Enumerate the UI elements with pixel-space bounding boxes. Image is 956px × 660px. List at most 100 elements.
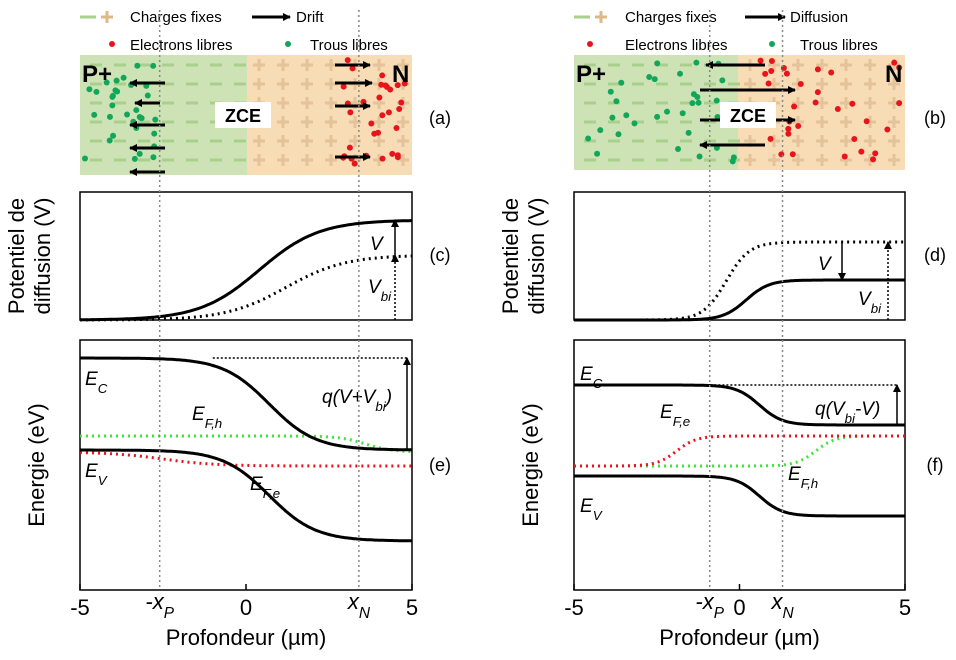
x-tick-label: xN bbox=[347, 589, 371, 622]
legend-text: Charges fixes bbox=[625, 9, 717, 26]
fermi-electron bbox=[574, 434, 905, 468]
electron bbox=[360, 98, 367, 105]
hole bbox=[113, 77, 120, 84]
subscript: V bbox=[593, 508, 603, 523]
electron bbox=[379, 72, 386, 79]
hole bbox=[91, 111, 98, 118]
x-tick-label: -xP bbox=[695, 589, 724, 622]
electron bbox=[346, 144, 353, 151]
hole bbox=[82, 155, 89, 162]
text-part: E bbox=[85, 461, 98, 482]
electron bbox=[768, 57, 775, 64]
hole bbox=[585, 135, 592, 142]
subscript: F,e bbox=[263, 486, 281, 501]
electron bbox=[393, 124, 400, 131]
fixed-charge bbox=[888, 116, 900, 128]
electron bbox=[870, 156, 877, 163]
fixed-charge bbox=[277, 154, 289, 166]
fixed-charge bbox=[277, 135, 289, 147]
electron bbox=[789, 151, 796, 158]
text-part: E bbox=[192, 404, 205, 425]
hole bbox=[93, 88, 100, 95]
electron bbox=[767, 135, 774, 142]
subscript: C bbox=[593, 376, 603, 391]
electron bbox=[389, 150, 396, 157]
fermi-hole bbox=[80, 434, 412, 453]
fixed-charge bbox=[792, 97, 804, 109]
hole bbox=[112, 87, 119, 94]
subscript: N bbox=[782, 605, 794, 622]
electron bbox=[783, 70, 790, 77]
electron bbox=[375, 129, 382, 136]
text-part: x bbox=[347, 589, 360, 614]
fixed-charge bbox=[840, 59, 852, 71]
fixed-charge bbox=[397, 135, 409, 147]
electron bbox=[398, 99, 405, 106]
electron bbox=[863, 118, 870, 125]
axes-frame bbox=[79, 191, 413, 321]
fixed-charge bbox=[792, 154, 804, 166]
fixed-charge bbox=[840, 78, 852, 90]
region-label: P+ bbox=[82, 61, 112, 88]
electron bbox=[797, 81, 804, 88]
fixed-charge bbox=[277, 116, 289, 128]
hole bbox=[713, 97, 720, 104]
y-axis-label: Potentiel dediffusion (V) bbox=[498, 198, 549, 315]
fixed-charge bbox=[744, 78, 756, 90]
legend-electron bbox=[587, 41, 593, 47]
energy-label: EC bbox=[85, 369, 108, 396]
hole bbox=[623, 112, 630, 119]
fixed-charge bbox=[325, 154, 337, 166]
fixed-charge bbox=[864, 135, 876, 147]
legend-text: Drift bbox=[296, 9, 324, 26]
electron bbox=[340, 83, 347, 90]
electron bbox=[858, 148, 865, 155]
energy-label: EF,e bbox=[250, 474, 280, 501]
axes-frame bbox=[573, 191, 906, 321]
subscript: bi bbox=[375, 399, 386, 414]
electron bbox=[401, 80, 408, 87]
subscript: F,h bbox=[801, 476, 819, 491]
x-tick-label: -xP bbox=[145, 589, 174, 622]
electron bbox=[344, 57, 351, 64]
fixed-charge bbox=[373, 116, 385, 128]
electron bbox=[896, 64, 903, 71]
energy-label: EC bbox=[580, 364, 603, 391]
electron bbox=[891, 59, 898, 66]
electron bbox=[812, 99, 819, 106]
electron bbox=[368, 120, 375, 127]
hole bbox=[651, 76, 658, 83]
p-region bbox=[574, 55, 738, 170]
x-tick-label: 5 bbox=[406, 595, 418, 620]
fixed-charge bbox=[888, 135, 900, 147]
panel-label: (b) bbox=[924, 108, 946, 128]
energy-label: q(Vbi-V) bbox=[815, 399, 880, 426]
hole bbox=[152, 116, 159, 123]
hole bbox=[696, 153, 703, 160]
electron bbox=[765, 80, 772, 87]
electron bbox=[780, 64, 787, 71]
energy-label: EV bbox=[85, 461, 108, 488]
electron bbox=[349, 65, 356, 72]
fixed-charge bbox=[816, 154, 828, 166]
y-axis-label-line: diffusion (V) bbox=[524, 198, 549, 315]
energy-label: q(V+Vbi) bbox=[322, 387, 392, 414]
fixed-charge bbox=[888, 154, 900, 166]
fixed-charge bbox=[816, 78, 828, 90]
panel-label: (e) bbox=[429, 455, 451, 475]
text-part: -x bbox=[145, 589, 164, 614]
subscript: bi bbox=[871, 301, 882, 316]
x-axis-label: Profondeur (µm) bbox=[659, 625, 820, 650]
fixed-charge bbox=[840, 116, 852, 128]
v-label: V bbox=[370, 234, 385, 255]
hole bbox=[597, 127, 604, 134]
hole bbox=[131, 155, 138, 162]
subscript: V bbox=[98, 473, 108, 488]
hole bbox=[109, 102, 116, 109]
conduction-band bbox=[80, 356, 412, 452]
x-tick-label: -5 bbox=[564, 595, 584, 620]
hole bbox=[144, 92, 151, 99]
y-axis-label: Energie (eV) bbox=[518, 403, 543, 527]
electron bbox=[851, 135, 858, 142]
